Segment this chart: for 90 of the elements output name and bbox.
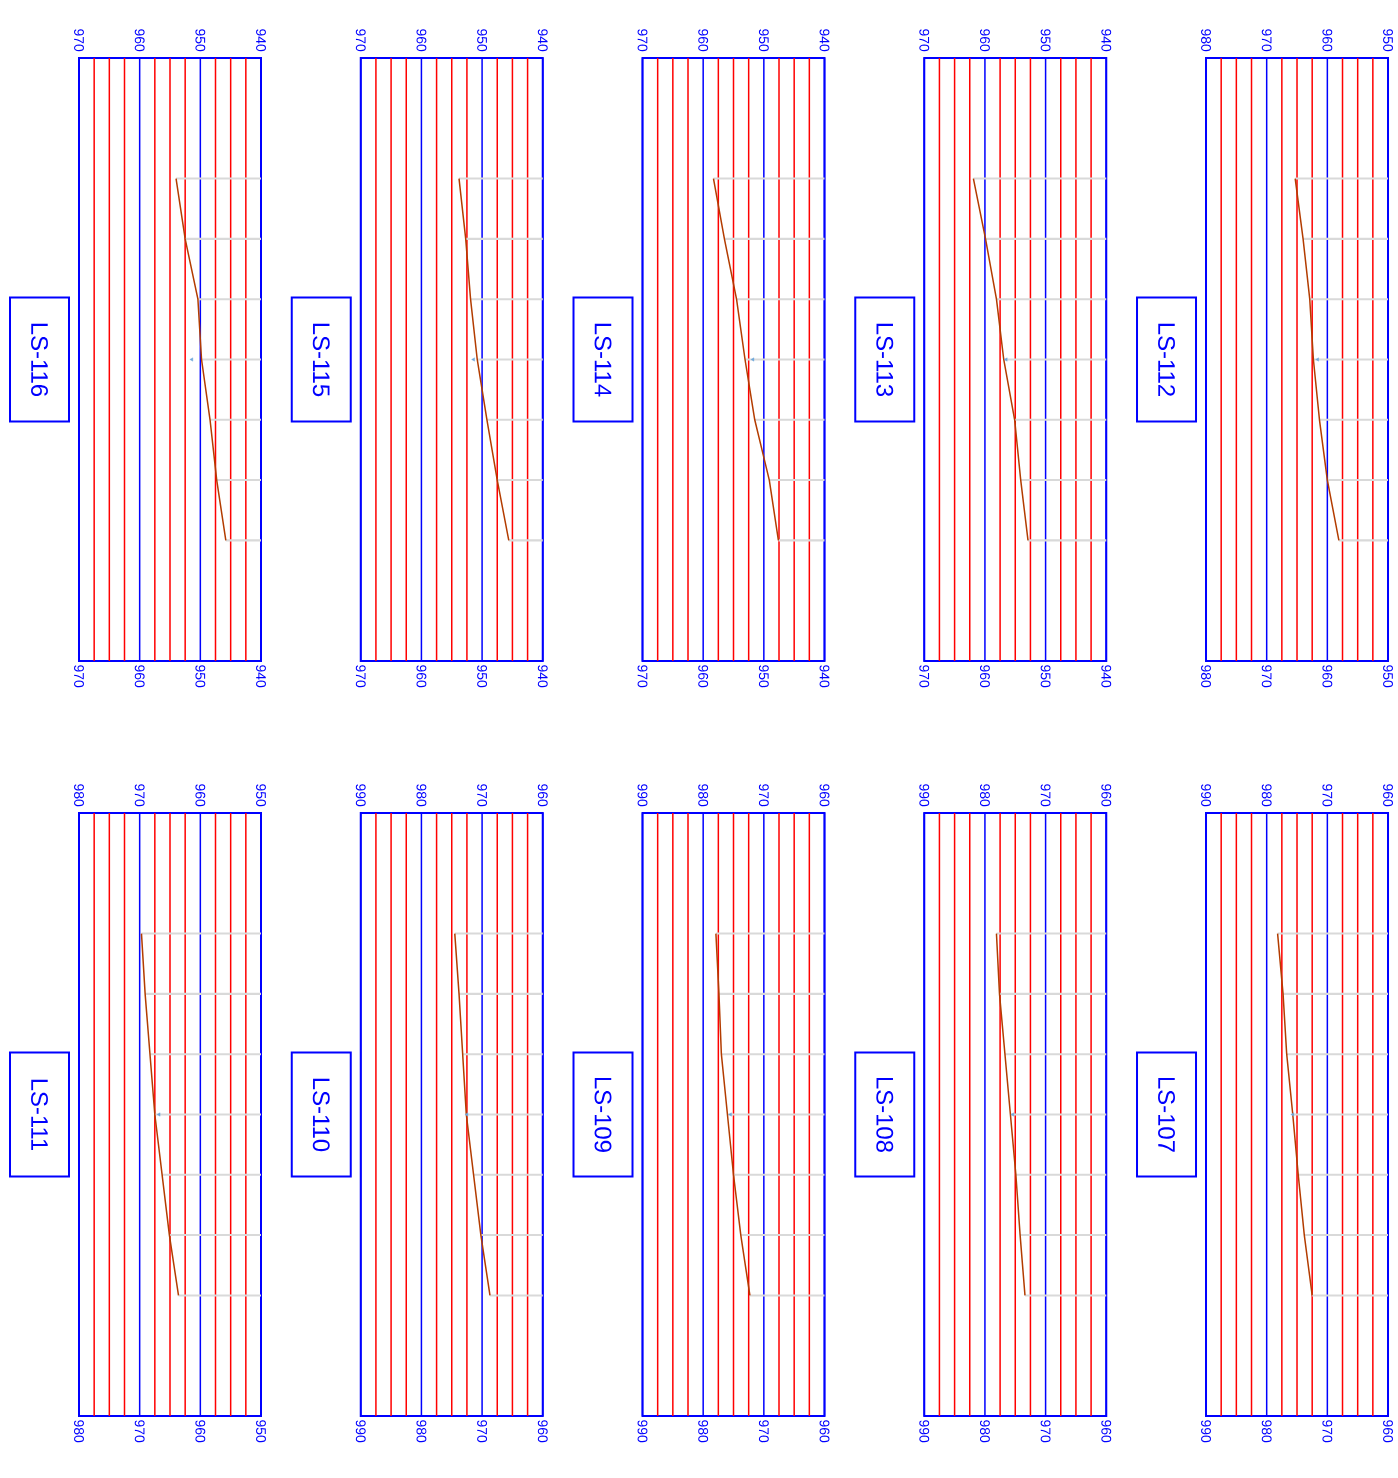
x-tick-label: 950 [758,665,769,688]
x-tick-label: 980 [979,1420,990,1443]
x2-tick-label: 960 [134,29,145,52]
text: LS-109 [594,1077,612,1152]
x2-tick-label: 960 [1101,784,1112,807]
x2-tick-label: 940 [1101,29,1112,52]
x2-tick-label: 980 [416,784,427,807]
x2-tick-label: 960 [819,784,830,807]
x-tick-label: 970 [1040,1420,1051,1443]
text: LS-108 [876,1077,894,1152]
x2-tick-label: 960 [537,784,548,807]
x2-tick-label: 980 [979,784,990,807]
text: LS-111 [31,1079,48,1151]
x2-tick-label: 970 [477,784,488,807]
x-tick-label: 990 [1201,1420,1211,1443]
x2-tick-label: 950 [195,29,206,52]
x-tick-label: 950 [1040,665,1051,688]
x-tick-label: 970 [74,665,84,688]
x-tick-label: 950 [477,665,488,688]
x2-tick-label: 990 [355,784,366,807]
x-tick-label: 970 [1261,665,1272,688]
x2-tick-label: 970 [134,784,145,807]
x-tick-label: 960 [819,1420,830,1443]
x-tick-label: 980 [1201,665,1211,688]
x2-tick-label: 960 [195,784,206,807]
x-tick-label: 970 [637,665,648,688]
x2-tick-label: 950 [256,784,266,807]
x2-tick-label: 940 [537,29,548,52]
x2-tick-label: 950 [1383,29,1393,52]
x2-tick-label: 980 [698,784,709,807]
text: LS-114 [594,323,612,397]
x-tick-label: 960 [698,665,709,688]
x-tick-label: 980 [74,1420,84,1443]
x-tick-label: 970 [1322,1420,1333,1443]
x-tick-label: 990 [355,1420,366,1443]
x2-tick-label: 970 [637,29,648,52]
x-tick-label: 980 [1261,1420,1272,1443]
x2-tick-label: 950 [758,29,769,52]
text: LS-107 [1158,1077,1175,1152]
text: LS-110 [312,1078,330,1152]
x-tick-label: 960 [416,665,427,688]
x2-tick-label: 980 [1261,784,1272,807]
x2-tick-label: 990 [637,784,648,807]
x-tick-label: 960 [134,665,145,688]
text: LS-116 [31,323,48,397]
x2-tick-label: 940 [819,29,830,52]
x2-tick-label: 970 [1040,784,1051,807]
x-tick-label: 980 [698,1420,709,1443]
x-tick-label: 970 [758,1420,769,1443]
x-tick-label: 960 [1322,665,1333,688]
x-tick-label: 940 [1101,665,1112,688]
x-tick-label: 980 [416,1420,427,1443]
x-tick-label: 960 [1101,1420,1112,1443]
x2-tick-label: 970 [355,29,366,52]
x2-tick-label: 960 [698,29,709,52]
x2-tick-label: 990 [919,784,930,807]
x2-tick-label: 970 [1322,784,1333,807]
x2-tick-label: 960 [1322,29,1333,52]
x-tick-label: 940 [819,665,830,688]
x-tick-label: 970 [919,665,930,688]
x-tick-label: 970 [134,1420,145,1443]
x2-tick-label: 970 [1261,29,1272,52]
x-tick-label: 960 [979,665,990,688]
x-tick-label: 940 [256,665,266,688]
x2-tick-label: 970 [758,784,769,807]
x-tick-label: 960 [1383,1420,1393,1443]
x-tick-label: 990 [637,1420,648,1443]
x-tick-label: 960 [537,1420,548,1443]
x-tick-label: 950 [1383,665,1393,688]
x2-tick-label: 980 [74,784,84,807]
x-tick-label: 970 [355,665,366,688]
text: LS-112 [1158,323,1175,396]
text: LS-115 [312,323,330,397]
x2-tick-label: 960 [1383,784,1393,807]
x2-tick-label: 950 [477,29,488,52]
x2-tick-label: 980 [1201,29,1211,52]
x2-tick-label: 970 [919,29,930,52]
x-tick-label: 970 [477,1420,488,1443]
x-tick-label: 950 [256,1420,266,1443]
x2-tick-label: 960 [416,29,427,52]
x2-tick-label: 940 [256,29,266,52]
text: LS-113 [876,323,894,397]
x2-tick-label: 960 [979,29,990,52]
x-tick-label: 990 [919,1420,930,1443]
x2-tick-label: 970 [74,29,84,52]
x2-tick-label: 950 [1040,29,1051,52]
x-tick-label: 960 [195,1420,206,1443]
x-tick-label: 940 [537,665,548,688]
x2-tick-label: 990 [1201,784,1211,807]
x-tick-label: 950 [195,665,206,688]
